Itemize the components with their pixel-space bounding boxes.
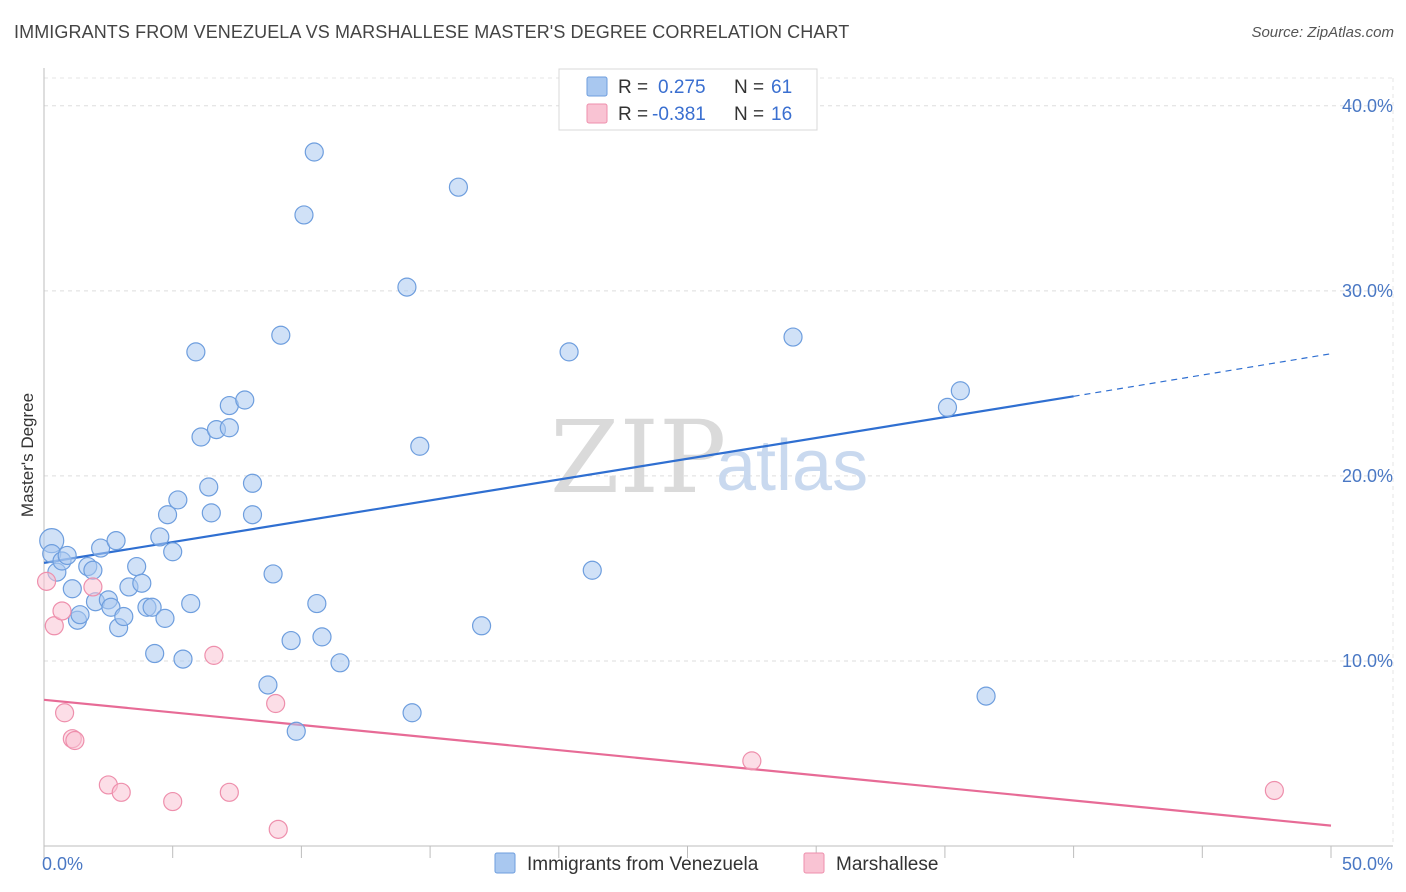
point-series-1-11 xyxy=(219,782,239,802)
point-series-0-39 xyxy=(242,473,263,493)
y-tick-labels: 10.0% 20.0% 30.0% 40.0% xyxy=(1342,96,1393,671)
point-series-0-51 xyxy=(402,703,422,723)
series-legend-label-marshallese: Marshallese xyxy=(836,854,938,875)
point-series-0-48 xyxy=(312,627,332,647)
point-series-0-21 xyxy=(142,597,162,617)
point-series-0-23 xyxy=(150,527,170,547)
point-series-1-3 xyxy=(54,703,75,723)
point-series-1-15 xyxy=(1264,780,1284,801)
chart-title: IMMIGRANTS FROM VENEZUELA VS MARSHALLESE… xyxy=(14,22,850,42)
point-series-0-4 xyxy=(57,545,77,566)
legend-r-value-marshallese: -0.381 xyxy=(652,104,706,125)
point-series-0-49 xyxy=(330,653,350,673)
point-series-1-5 xyxy=(65,730,85,751)
point-series-0-11 xyxy=(91,538,111,558)
point-series-0-22 xyxy=(145,643,165,664)
point-series-0-52 xyxy=(410,436,430,456)
point-series-1-6 xyxy=(83,577,103,597)
y-tick-label-1: 20.0% xyxy=(1342,466,1393,486)
point-series-0-14 xyxy=(106,531,126,551)
point-series-0-13 xyxy=(101,597,121,617)
series-legend-swatch-venezuela xyxy=(494,852,516,874)
point-series-0-26 xyxy=(163,542,183,562)
legend-r-label-venezuela: R = xyxy=(618,77,648,98)
point-series-0-19 xyxy=(132,573,152,593)
point-series-0-57 xyxy=(783,327,803,347)
axes xyxy=(43,68,1393,858)
watermark: ZIP atlas xyxy=(550,399,868,516)
point-series-0-16 xyxy=(114,606,134,627)
point-series-0-50 xyxy=(397,277,417,297)
point-series-0-41 xyxy=(263,564,283,584)
point-series-0-25 xyxy=(157,505,178,525)
point-series-0-24 xyxy=(155,608,175,628)
y-tick-label-2: 30.0% xyxy=(1342,281,1393,301)
series-legend: Immigrants from Venezuela Marshallese xyxy=(494,852,938,875)
point-series-1-8 xyxy=(111,782,131,802)
trend-line-series-0 xyxy=(43,395,1074,564)
point-series-0-46 xyxy=(304,142,324,162)
point-series-0-42 xyxy=(271,325,291,345)
point-series-1-14 xyxy=(742,751,762,771)
point-series-1-2 xyxy=(52,601,72,621)
watermark-atlas: atlas xyxy=(716,426,868,506)
legend-swatch-venezuela xyxy=(586,76,608,97)
point-series-1-0 xyxy=(36,571,57,591)
point-series-0-9 xyxy=(83,560,103,580)
series-legend-label-venezuela: Immigrants from Venezuela xyxy=(527,854,759,875)
point-series-0-37 xyxy=(235,390,255,410)
point-series-0-28 xyxy=(173,649,193,669)
point-series-0-27 xyxy=(168,490,188,510)
point-series-1-13 xyxy=(268,819,288,839)
trend-lines xyxy=(43,353,1332,827)
point-series-0-18 xyxy=(127,556,147,577)
point-series-0-30 xyxy=(186,342,206,362)
point-series-0-29 xyxy=(181,593,201,614)
chart-source: Source: ZipAtlas.com xyxy=(1251,24,1394,41)
point-series-1-10 xyxy=(204,645,224,665)
series-legend-swatch-marshallese xyxy=(803,852,825,874)
y-tick-label-3: 40.0% xyxy=(1342,96,1393,116)
point-series-0-58 xyxy=(937,397,958,418)
point-series-0-35 xyxy=(219,418,239,438)
trend-line-series-1 xyxy=(43,698,1332,827)
legend-n-value-marshallese: 16 xyxy=(771,104,792,125)
point-series-0-54 xyxy=(471,616,492,636)
legend-r-value-venezuela: 0.275 xyxy=(658,77,706,98)
point-series-0-31 xyxy=(191,427,211,447)
legend-n-value-venezuela: 61 xyxy=(771,77,792,98)
point-series-0-40 xyxy=(258,675,278,695)
point-series-0-56 xyxy=(582,560,602,580)
x-tick-label-1: 50.0% xyxy=(1342,854,1393,874)
point-series-0-33 xyxy=(201,503,221,523)
point-series-1-12 xyxy=(266,693,286,714)
point-series-1-1 xyxy=(44,616,64,636)
x-tick-labels: 0.0% 50.0% xyxy=(42,854,1393,874)
legend-swatch-marshallese xyxy=(586,103,608,124)
point-series-0-38 xyxy=(242,505,263,525)
legend: R = 0.275 N = 61 R = -0.381 N = 16 xyxy=(558,68,818,131)
point-series-0-53 xyxy=(448,177,469,197)
y-axis-label: Master's Degree xyxy=(18,393,37,517)
y-tick-label-0: 10.0% xyxy=(1342,651,1393,671)
legend-r-label-marshallese: R = xyxy=(618,104,648,125)
point-series-0-55 xyxy=(559,342,579,362)
legend-n-label-marshallese: N = xyxy=(734,104,764,125)
point-series-0-44 xyxy=(286,721,306,741)
point-series-0-47 xyxy=(307,593,327,614)
point-series-0-59 xyxy=(950,381,970,401)
legend-n-label-venezuela: N = xyxy=(734,77,764,98)
point-series-0-45 xyxy=(294,205,314,225)
x-tick-label-0: 0.0% xyxy=(42,854,83,874)
point-series-0-60 xyxy=(976,686,996,706)
point-series-1-9 xyxy=(163,791,183,812)
data-points xyxy=(36,142,1284,839)
point-series-0-5 xyxy=(62,579,82,599)
point-series-0-43 xyxy=(281,630,301,651)
point-series-0-32 xyxy=(199,477,219,497)
point-series-0-7 xyxy=(70,605,90,625)
trend-line-extension-series-0 xyxy=(1073,353,1332,397)
